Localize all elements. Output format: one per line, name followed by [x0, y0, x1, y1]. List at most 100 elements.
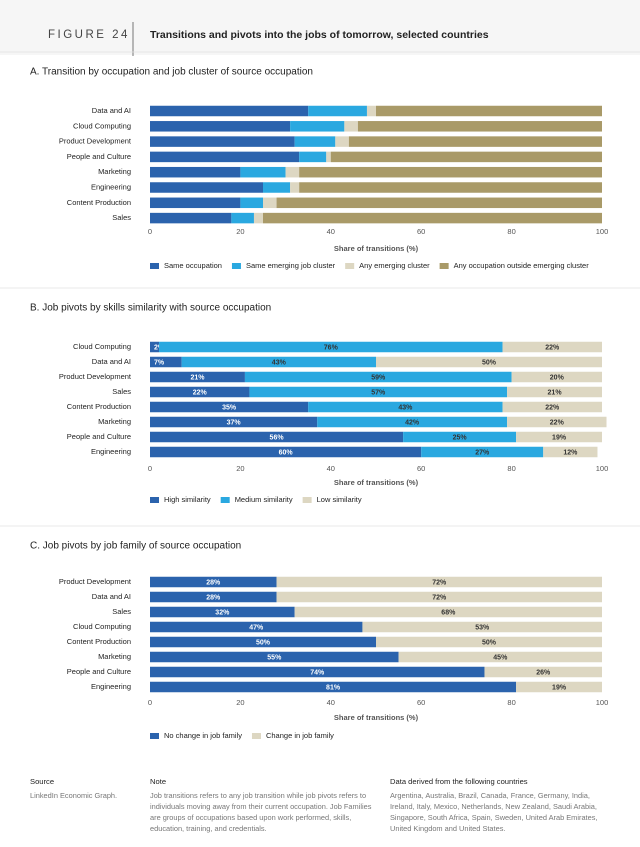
value-label: 22%	[545, 404, 560, 411]
category-label: Engineering	[91, 182, 131, 191]
bar-segment	[150, 151, 300, 163]
bar-segment	[294, 136, 336, 147]
bar-segment	[299, 166, 602, 178]
category-label: People and Culture	[67, 432, 131, 441]
category-label: Cloud Computing	[73, 342, 131, 351]
value-label: 50%	[482, 359, 497, 366]
value-label: 45%	[493, 654, 508, 661]
countries-block: Data derived from the following countrie…	[390, 776, 615, 834]
legend-swatch	[150, 497, 159, 503]
value-label: 72%	[432, 579, 447, 586]
bar-segment	[299, 151, 327, 163]
bar-segment	[150, 606, 295, 618]
value-label: 32%	[215, 609, 230, 616]
category-label: Sales	[112, 213, 131, 222]
bar-segment	[159, 341, 503, 353]
bar-segment	[403, 431, 517, 443]
bar-segment	[507, 416, 607, 428]
countries-text: Argentina, Australia, Brazil, Canada, Fr…	[390, 791, 598, 833]
x-axis-label: Share of transitions (%)	[334, 713, 419, 722]
value-label: 22%	[550, 419, 565, 426]
bar-segment	[294, 606, 602, 618]
category-label: People and Culture	[67, 152, 131, 161]
bar-segment	[516, 431, 602, 443]
note-block: Note Job transitions refers to any job t…	[150, 776, 375, 834]
category-label: Engineering	[91, 447, 131, 456]
category-label: Content Production	[67, 637, 131, 646]
bar-segment	[150, 576, 277, 588]
bar-segment	[181, 356, 376, 368]
category-label: Data and AI	[92, 357, 131, 366]
bar-segment	[150, 197, 241, 209]
legend-swatch	[220, 497, 230, 503]
source-text: LinkedIn Economic Graph.	[30, 791, 118, 800]
note-heading: Note	[150, 777, 167, 786]
legend-label: Same occupation	[164, 261, 222, 270]
bar-segment	[150, 136, 295, 147]
value-label: 22%	[545, 344, 560, 351]
bar-segment	[150, 666, 485, 678]
bar-segment	[330, 151, 602, 163]
bar-segment	[285, 166, 300, 178]
value-label: 72%	[432, 594, 447, 601]
bar-segment	[299, 182, 602, 193]
category-label: Data and AI	[92, 106, 131, 115]
bar-segment	[276, 576, 602, 588]
bar-segment	[507, 386, 602, 398]
legend-label: Any occupation outside emerging cluster	[454, 261, 590, 270]
bar-segment	[398, 651, 602, 663]
bar-segment	[150, 371, 245, 383]
bar-segment	[366, 105, 376, 117]
category-label: Product Development	[59, 137, 132, 146]
bar-segment	[150, 105, 309, 117]
bar-segment	[502, 401, 602, 413]
value-label: 21%	[190, 374, 205, 381]
legend-label: Medium similarity	[235, 495, 293, 504]
legend-swatch	[150, 263, 159, 269]
legend-swatch	[251, 733, 261, 739]
x-tick-label: 100	[596, 464, 609, 473]
value-label: 55%	[267, 654, 282, 661]
bar-segment	[150, 591, 277, 603]
value-label: 26%	[536, 669, 551, 676]
value-label: 43%	[272, 359, 287, 366]
x-tick-label: 80	[507, 698, 515, 707]
value-label: 35%	[222, 404, 237, 411]
bar-segment	[290, 121, 345, 132]
bar-segment	[511, 371, 602, 383]
x-tick-label: 20	[236, 464, 244, 473]
category-label: Marketing	[98, 652, 131, 661]
x-tick-label: 80	[507, 227, 515, 236]
bar-segment	[150, 212, 232, 224]
category-label: Sales	[112, 607, 131, 616]
x-tick-label: 0	[148, 698, 152, 707]
legend-label: Any emerging cluster	[359, 261, 430, 270]
bar-segment	[150, 401, 309, 413]
x-tick-label: 20	[236, 698, 244, 707]
section-title: C. Job pivots by job family of source oc…	[30, 541, 241, 552]
note-text: Job transitions refers to any job transi…	[150, 791, 372, 833]
value-label: 59%	[371, 374, 386, 381]
x-tick-label: 0	[148, 227, 152, 236]
value-label: 53%	[475, 624, 490, 631]
value-label: 12%	[563, 449, 578, 456]
figure-title: Transitions and pivots into the jobs of …	[150, 29, 489, 41]
bar-segment	[502, 341, 602, 353]
section-title: A. Transition by occupation and job clus…	[30, 67, 313, 78]
x-tick-label: 40	[327, 698, 335, 707]
bar-segment	[516, 681, 602, 693]
bar-segment	[484, 666, 602, 678]
x-tick-label: 60	[417, 698, 425, 707]
bar-segment	[150, 166, 241, 178]
legend-label: No change in job family	[164, 731, 242, 740]
bar-segment	[376, 356, 602, 368]
value-label: 7%	[154, 359, 165, 366]
bar-segment	[362, 621, 602, 633]
bar-segment	[150, 621, 363, 633]
source-heading: Source	[30, 777, 55, 786]
bar-segment	[244, 371, 512, 383]
bar-segment	[240, 197, 263, 209]
bar-segment	[253, 212, 263, 224]
